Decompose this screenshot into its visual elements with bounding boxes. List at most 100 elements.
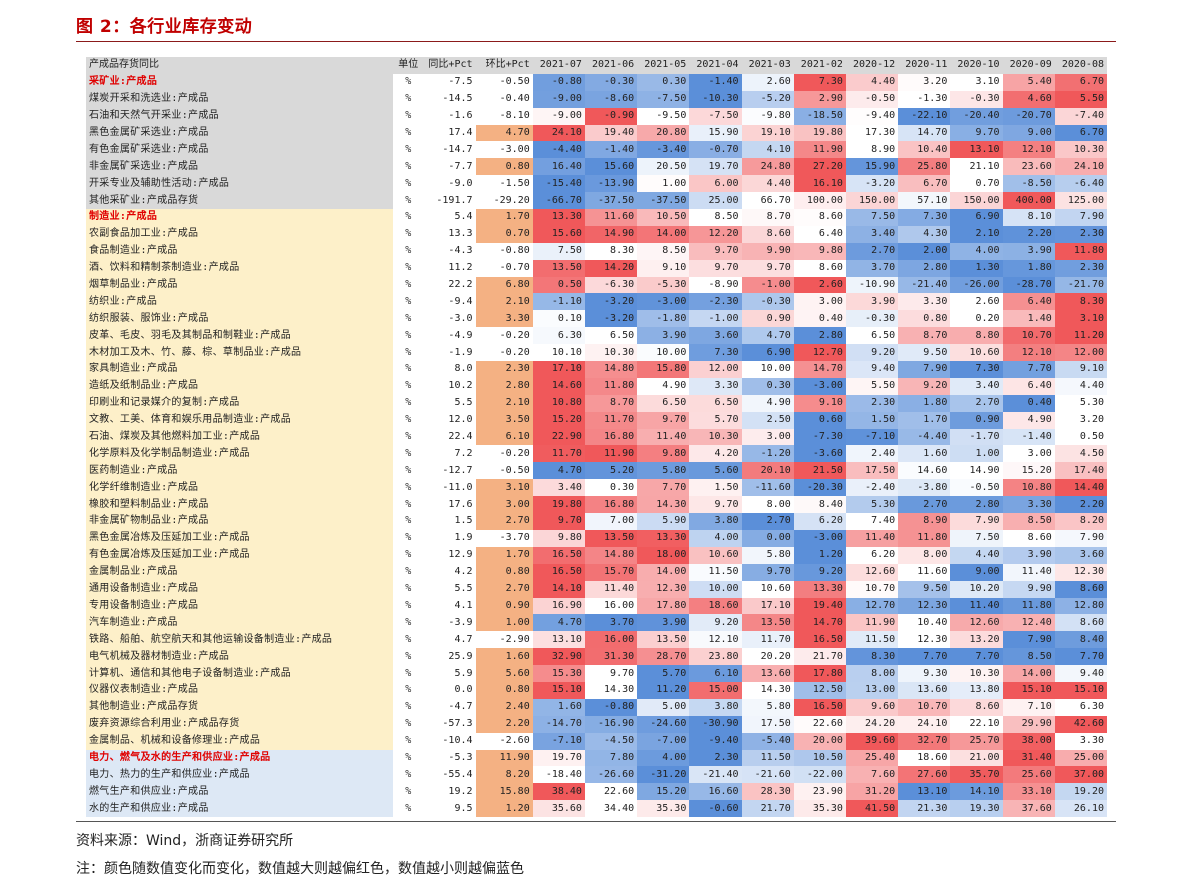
heat-cell: 8.50 bbox=[1002, 648, 1055, 666]
heat-cell: 1.80 bbox=[898, 394, 951, 412]
yoy-change-cell: -4.7 bbox=[448, 701, 473, 713]
heat-cell: 0.90 bbox=[741, 310, 794, 328]
yoy-change-cell: -4.9 bbox=[448, 329, 473, 341]
table-row: 医药制造业:产成品% -12.7 -0.50 4.70 5.20 5.80 5.60 20.1… bbox=[86, 462, 1107, 480]
heat-cell: 7.40 bbox=[845, 513, 899, 530]
heat-cell: 13.60 bbox=[741, 665, 794, 682]
heat-cell: 5.80 bbox=[741, 546, 794, 564]
heat-cell: 9.20 bbox=[689, 614, 742, 632]
heat-cell: 24.10 bbox=[898, 715, 951, 733]
heat-cell: -7.10 bbox=[532, 732, 585, 750]
heat-cell: 2.30 bbox=[1054, 225, 1107, 243]
heat-cell: 8.30 bbox=[584, 242, 638, 260]
heat-cell: 3.40 bbox=[532, 479, 585, 497]
heat-cell: 4.90 bbox=[637, 377, 690, 395]
industry-name: 印刷业和记录媒介的复制:产成品 bbox=[86, 394, 394, 412]
heat-cell: 3.20 bbox=[1054, 411, 1107, 429]
heat-cell: 21.50 bbox=[793, 462, 846, 480]
heat-cell: 10.30 bbox=[689, 428, 742, 446]
heat-cell: 13.50 bbox=[741, 614, 794, 632]
heat-cell: 12.10 bbox=[1002, 344, 1055, 362]
heat-cell: 38.40 bbox=[532, 783, 585, 801]
heat-cell: 2.20 bbox=[1054, 496, 1107, 514]
heat-cell: 13.10 bbox=[898, 783, 951, 801]
heat-cell: 3.90 bbox=[1002, 242, 1055, 260]
industry-name: 有色金属冶炼及压延加工业:产成品 bbox=[86, 546, 394, 564]
heat-cell: 7.90 bbox=[950, 513, 1003, 530]
heat-cell: 5.70 bbox=[637, 665, 690, 682]
heat-cell: -1.80 bbox=[637, 310, 690, 328]
heat-cell: 15.70 bbox=[584, 563, 638, 581]
heat-cell: 15.10 bbox=[532, 681, 585, 699]
yoy-change-cell: 25.9 bbox=[448, 650, 473, 662]
heat-cell: -7.50 bbox=[637, 90, 690, 108]
heat-cell: 9.50 bbox=[898, 344, 951, 362]
heat-cell: 19.80 bbox=[793, 124, 846, 142]
heat-cell: 5.40 bbox=[1002, 73, 1055, 91]
heat-cell: -9.40 bbox=[689, 732, 742, 750]
heat-cell: 5.90 bbox=[637, 513, 690, 530]
table-row: 化学原料及化学制品制造业:产成品% 7.2 -0.20 11.70 11.90 9.80 4… bbox=[86, 445, 1107, 463]
mom-change-cell: 3.30 bbox=[475, 310, 533, 328]
industry-name: 电力、热力的生产和供应业:产成品 bbox=[86, 766, 394, 784]
mom-change-cell: -0.20 bbox=[499, 329, 530, 341]
table-row: 其他制造业:产成品存货% -4.7 2.40 1.60 -0.80 5.00 3.80 5.8… bbox=[86, 698, 1107, 716]
heat-cell: 20.20 bbox=[741, 648, 794, 666]
heat-cell: 16.50 bbox=[532, 563, 585, 581]
heat-cell: 3.10 bbox=[950, 73, 1003, 91]
heat-cell: 20.10 bbox=[741, 462, 794, 480]
mom-change-cell: 8.20 bbox=[475, 766, 533, 784]
mom-change-cell: 4.70 bbox=[475, 124, 533, 142]
heat-cell: 3.30 bbox=[1054, 732, 1107, 750]
yoy-change-cell: -3.0 bbox=[448, 312, 473, 324]
heat-cell: 12.30 bbox=[1054, 563, 1107, 581]
heat-cell: 6.30 bbox=[1054, 698, 1107, 716]
industry-name: 橡胶和塑料制品业:产成品 bbox=[86, 496, 394, 514]
table-row: 制造业:产成品% 5.4 1.70 13.30 11.60 10.50 8.50 8.70 8.… bbox=[86, 209, 1107, 226]
heat-cell: 0.40 bbox=[1002, 394, 1055, 412]
heat-cell: 16.50 bbox=[793, 698, 846, 716]
yoy-change-cell: -12.7 bbox=[442, 464, 473, 476]
table-row: 铁路、船舶、航空航天和其他运输设备制造业:产成品% 4.7 -2.90 13.10 16… bbox=[86, 631, 1107, 649]
heat-cell: -3.40 bbox=[637, 141, 690, 159]
heat-cell: 11.50 bbox=[845, 631, 899, 649]
heat-cell: 4.40 bbox=[1054, 377, 1107, 395]
heat-cell: -10.30 bbox=[689, 90, 742, 108]
heat-cell: 18.60 bbox=[689, 597, 742, 615]
heat-cell: 20.50 bbox=[637, 158, 690, 176]
heat-cell: 10.40 bbox=[898, 141, 951, 159]
unit-cell: % bbox=[405, 616, 412, 628]
heat-cell: 15.10 bbox=[1054, 681, 1107, 699]
industry-name: 皮革、毛皮、羽毛及其制品和制鞋业:产成品 bbox=[86, 327, 394, 345]
mom-change-cell: 0.90 bbox=[475, 597, 533, 615]
heat-cell: 17.80 bbox=[793, 665, 846, 682]
heat-cell: -8.50 bbox=[1002, 175, 1055, 193]
heat-cell: 6.70 bbox=[1054, 73, 1107, 91]
heat-cell: 2.00 bbox=[898, 242, 951, 260]
yoy-change-cell: -55.4 bbox=[442, 768, 473, 780]
heat-cell: 23.80 bbox=[689, 648, 742, 666]
heat-cell: -21.40 bbox=[898, 276, 951, 294]
industry-name: 化学原料及化学制品制造业:产成品 bbox=[86, 445, 394, 463]
heat-cell: 1.50 bbox=[689, 479, 742, 497]
heat-cell: 9.70 bbox=[741, 259, 794, 277]
heat-cell: -21.70 bbox=[1054, 276, 1107, 294]
heat-cell: 8.60 bbox=[793, 209, 846, 226]
heat-cell: -20.40 bbox=[950, 107, 1003, 125]
heat-cell: 11.60 bbox=[898, 563, 951, 581]
mom-change-cell: -1.50 bbox=[499, 177, 530, 189]
header-cell: 2020-10 bbox=[950, 57, 1003, 74]
heat-cell: 10.70 bbox=[845, 580, 899, 598]
heat-cell: 17.10 bbox=[741, 597, 794, 615]
table-row: 电力、燃气及水的生产和供应业:产成品% -5.3 11.90 19.70 7.80 4.0… bbox=[86, 749, 1107, 767]
heat-cell: 2.60 bbox=[793, 276, 846, 294]
industry-name: 电气机械及器材制造业:产成品 bbox=[86, 648, 394, 666]
heat-cell: 400.00 bbox=[1002, 192, 1055, 210]
heat-cell: 13.00 bbox=[845, 681, 899, 699]
heat-cell: 6.00 bbox=[689, 175, 742, 193]
yoy-change-cell: 1.5 bbox=[454, 515, 473, 527]
unit-cell: % bbox=[405, 498, 412, 510]
heat-cell: 8.20 bbox=[1054, 513, 1107, 530]
heat-cell: -1.00 bbox=[741, 276, 794, 294]
heat-cell: 12.40 bbox=[1002, 614, 1055, 632]
